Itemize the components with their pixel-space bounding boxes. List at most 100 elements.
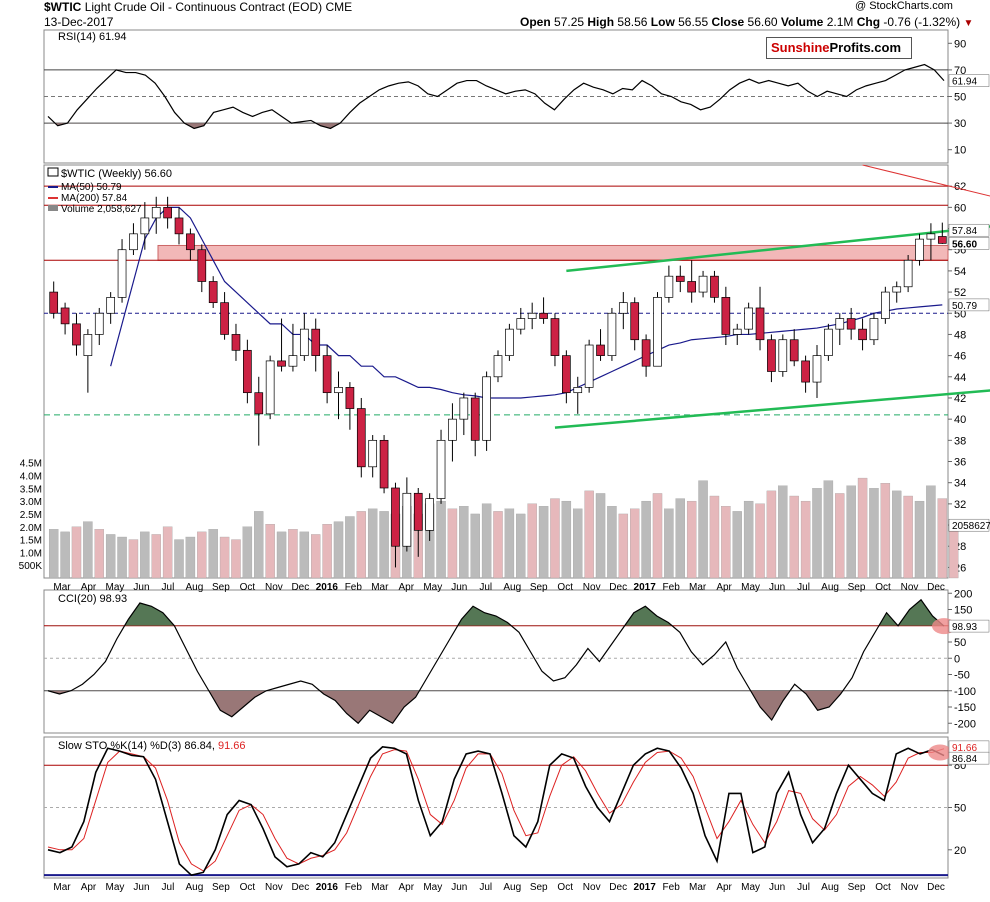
chg-value: -0.76 (-1.32%) <box>883 15 961 29</box>
rsi-axis-label: 90 <box>954 38 966 50</box>
upper-trend-line <box>566 225 990 273</box>
price-axis-label: 48 <box>954 329 966 341</box>
price-axis-label: 38 <box>954 435 966 447</box>
price-x-axis-label: Apr <box>81 582 97 593</box>
volume-bar <box>789 495 799 579</box>
volume-axis-label: 4.5M <box>20 459 42 470</box>
candle-body <box>322 355 332 394</box>
rsi-legend: RSI(14) 61.94 <box>58 31 126 43</box>
volume-bar <box>231 539 241 579</box>
volume-bar <box>481 503 492 579</box>
exchange: CME <box>325 0 353 14</box>
rsi-axis-label: 10 <box>954 145 966 157</box>
stoch-x-axis-label: Apr <box>81 882 97 893</box>
stoch-x-axis-label: Dec <box>927 882 945 893</box>
stoch-x-axis-label: Aug <box>186 882 204 893</box>
candle-body <box>527 312 537 319</box>
volume-value: 2.1M <box>826 15 854 29</box>
volume-bar <box>117 536 127 579</box>
stoch-x-axis-label: 2016 <box>316 882 339 893</box>
lower-trend-line <box>554 389 990 429</box>
candle-body <box>744 307 753 330</box>
volume-bar <box>630 508 640 579</box>
stoch-x-axis-label: Oct <box>240 882 256 893</box>
volume-bar <box>265 524 275 579</box>
price-axis-label: 42 <box>954 393 966 405</box>
volume-bar <box>835 493 845 579</box>
candle-body <box>140 217 150 235</box>
price-axis-label: 54 <box>954 266 966 278</box>
candle-body <box>231 334 241 351</box>
stoch-x-axis-label: Feb <box>345 882 363 893</box>
volume-legend-swatch <box>48 205 58 211</box>
chart-title: $WTIC Light Crude Oil - Continuous Contr… <box>44 0 352 14</box>
stoch-highlight-ellipse <box>928 744 952 761</box>
stoch-x-axis-label: Mar <box>371 882 389 893</box>
price-x-axis-label: 2017 <box>634 582 657 593</box>
candle-body <box>459 397 469 420</box>
candle-body <box>277 360 286 367</box>
candle-body <box>835 318 845 330</box>
volume-bar <box>664 508 674 579</box>
volume-bar <box>675 498 685 579</box>
stoch-d-last-value: 91.66 <box>952 743 977 754</box>
close-label: Close <box>711 15 745 29</box>
price-axis-label: 40 <box>954 414 966 426</box>
close-value: 56.60 <box>747 15 778 29</box>
price-x-axis-label: Sep <box>530 582 548 593</box>
candle-body <box>767 339 776 372</box>
candle-body <box>413 492 423 531</box>
candle-body <box>94 312 104 335</box>
price-x-axis-label: Nov <box>265 582 283 593</box>
stoch-x-axis-label: May <box>423 882 442 893</box>
candle-body <box>436 439 446 499</box>
volume-bar <box>721 506 731 579</box>
candle-body <box>892 286 902 293</box>
candle-body <box>812 355 822 383</box>
candle-body <box>254 392 264 415</box>
price-axis-label: 36 <box>954 457 966 469</box>
candle-body <box>208 281 218 304</box>
volume-bar <box>926 485 936 579</box>
candle-body <box>596 344 605 356</box>
volume-bar <box>504 508 515 579</box>
candle-body <box>732 328 742 335</box>
low-value: 56.55 <box>678 15 709 29</box>
price-x-axis-label: Jun <box>769 582 785 593</box>
candle-body <box>83 334 93 356</box>
volume-axis-label: 2.5M <box>20 510 42 521</box>
stoch-x-axis-label: Jul <box>797 882 810 893</box>
stoch-x-axis-label: May <box>741 882 760 893</box>
price-axis-label: 44 <box>954 372 966 384</box>
volume-bar <box>618 513 629 579</box>
high-value: 58.56 <box>617 15 648 29</box>
rsi-line <box>47 63 945 130</box>
candle-body <box>926 233 936 240</box>
stoch-x-axis-label: Jun <box>769 882 785 893</box>
ma50-last-value-box <box>948 298 990 312</box>
volume-bar <box>71 526 82 579</box>
cci-axis-label: 0 <box>954 653 960 665</box>
volume-label: Volume <box>780 15 824 29</box>
ma50-line <box>110 206 943 399</box>
candle-body <box>334 387 343 394</box>
ma50-legend: MA(50) 50.79 <box>61 182 122 193</box>
price-x-axis-label: Mar <box>689 582 707 593</box>
price-axis-label: 60 <box>954 202 966 214</box>
ma200-last-value: 57.84 <box>952 226 977 237</box>
volume-bar <box>276 531 287 579</box>
volume-axis-label: 4.0M <box>20 472 42 483</box>
stoch-x-axis-label: Nov <box>583 882 601 893</box>
volume-bar <box>254 511 264 579</box>
stoch-x-axis-label: Dec <box>291 882 309 893</box>
stoch-x-axis-label: Oct <box>557 882 573 893</box>
candle-body <box>778 339 788 372</box>
volume-bar <box>641 500 651 579</box>
cci-axis-label: -200 <box>954 718 976 730</box>
volume-bar <box>140 531 150 579</box>
volume-bar <box>607 506 617 579</box>
candle-body <box>710 275 719 298</box>
candle-body <box>755 307 765 341</box>
volume-legend: Volume 2,058,627 <box>61 204 142 215</box>
